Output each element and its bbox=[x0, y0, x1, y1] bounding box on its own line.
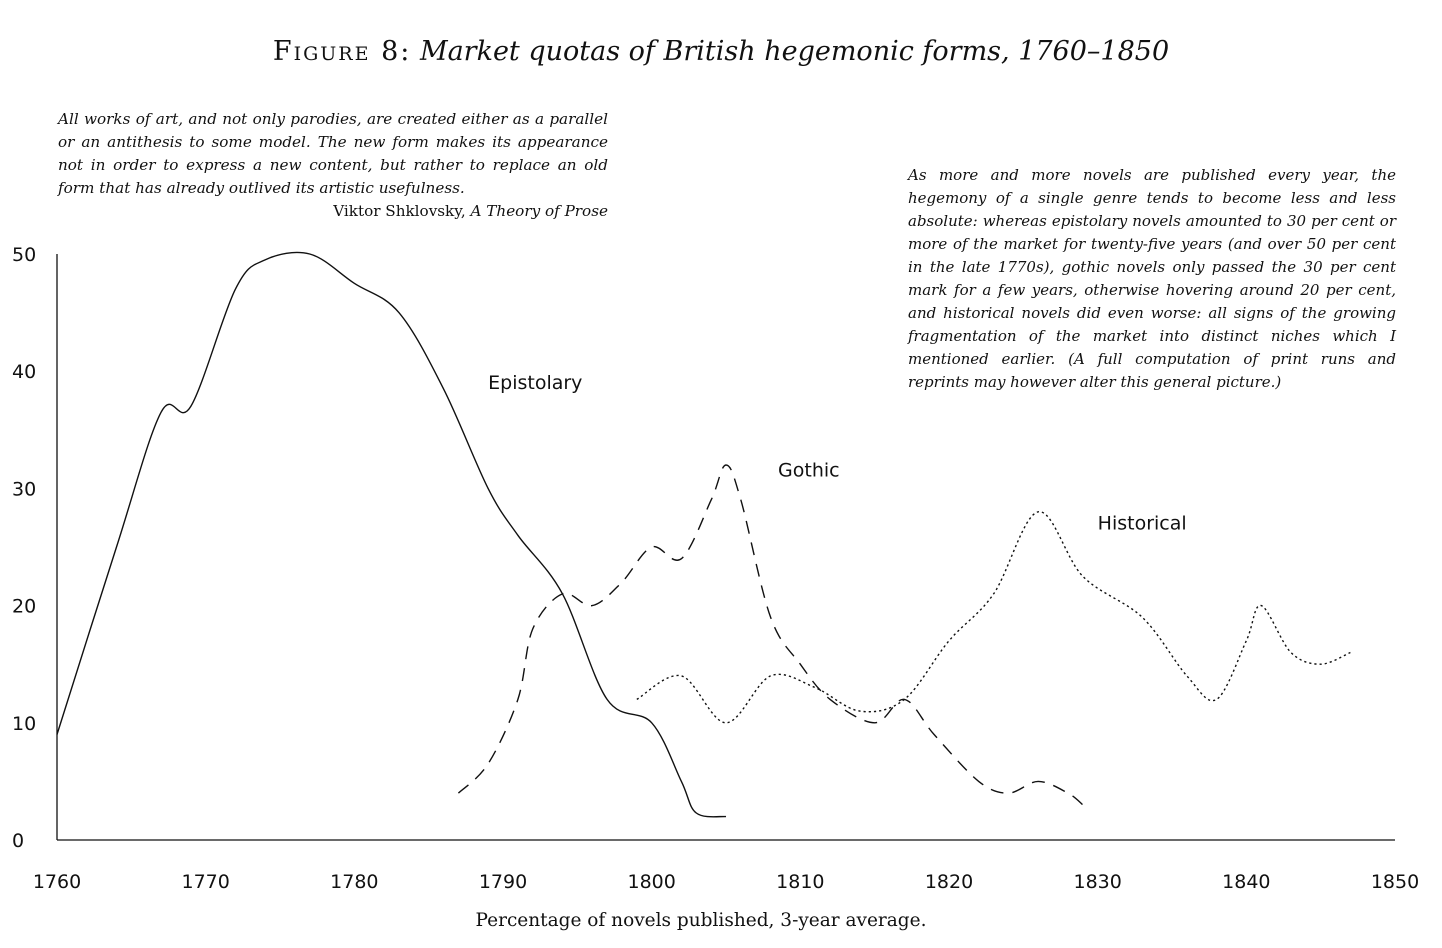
epigraph-author: Viktor Shklovsky, bbox=[333, 202, 471, 220]
x-tick-label: 1850 bbox=[1371, 871, 1419, 893]
series-line-epistolary bbox=[56, 251, 727, 818]
x-axis-label: Percentage of novels published, 3-year a… bbox=[475, 910, 927, 931]
figure-title: Figure 8: Market quotas of British hegem… bbox=[0, 36, 1442, 67]
y-tick-label: 50 bbox=[12, 244, 36, 266]
chart-series-lines bbox=[56, 251, 1351, 818]
series-label-historical: Historical bbox=[1098, 512, 1187, 534]
y-tick-label: 40 bbox=[12, 361, 36, 383]
x-tick-label: 1770 bbox=[181, 871, 229, 893]
commentary-text: As more and more novels are published ev… bbox=[908, 166, 1396, 391]
epigraph-text: All works of art, and not only parodies,… bbox=[58, 110, 608, 197]
x-tick-label: 1840 bbox=[1222, 871, 1270, 893]
x-tick-label: 1760 bbox=[33, 871, 81, 893]
series-line-historical bbox=[636, 511, 1351, 724]
y-tick-label: 20 bbox=[12, 596, 36, 618]
series-label-gothic: Gothic bbox=[778, 460, 840, 482]
series-label-epistolary: Epistolary bbox=[488, 372, 582, 394]
epigraph-quote: All works of art, and not only parodies,… bbox=[58, 108, 608, 223]
series-line-gothic bbox=[457, 464, 1084, 806]
x-tick-label: 1780 bbox=[330, 871, 378, 893]
chart-series-labels: Epistolary Gothic Historical bbox=[488, 372, 1187, 535]
chart-axes bbox=[56, 254, 1395, 841]
figure-title-main: Market quotas of British hegemonic forms… bbox=[419, 36, 1170, 67]
epigraph-work: A Theory of Prose bbox=[470, 202, 608, 220]
y-tick-label: 10 bbox=[12, 713, 36, 735]
x-tick-label: 1790 bbox=[479, 871, 527, 893]
x-tick-label: 1830 bbox=[1073, 871, 1121, 893]
x-tick-label: 1800 bbox=[627, 871, 675, 893]
epigraph-attribution: Viktor Shklovsky, A Theory of Prose bbox=[58, 200, 608, 223]
y-tick-label: 0 bbox=[12, 830, 24, 852]
x-tick-label: 1820 bbox=[925, 871, 973, 893]
figure-title-lead: Figure 8: bbox=[272, 36, 412, 67]
x-tick-label: 1810 bbox=[776, 871, 824, 893]
y-tick-label: 30 bbox=[12, 478, 36, 500]
chart-tick-labels: 0 10 20 30 40 50 1760 1770 1780 1790 1800 1810 1820 1… bbox=[12, 244, 1419, 893]
